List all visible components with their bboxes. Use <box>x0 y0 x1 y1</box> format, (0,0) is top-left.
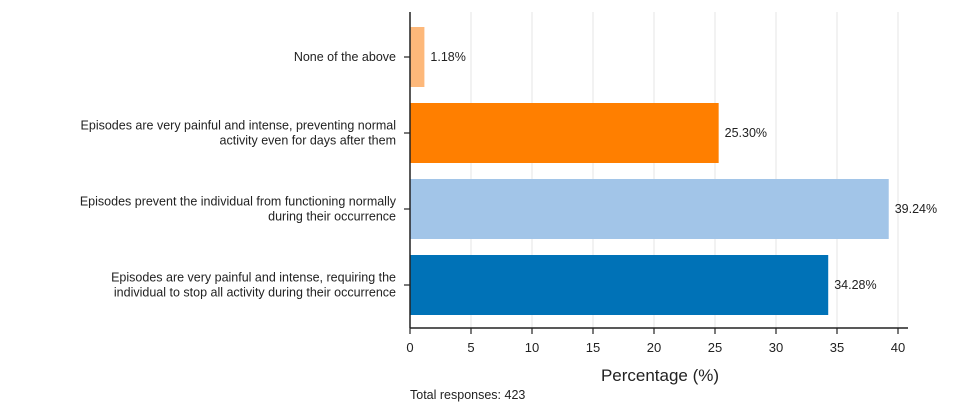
x-tick-label-35: 35 <box>830 340 844 355</box>
bar-2 <box>410 103 719 163</box>
x-tick-label-0: 0 <box>406 340 413 355</box>
x-axis-title: Percentage (%) <box>601 366 719 385</box>
x-tick-label-25: 25 <box>708 340 722 355</box>
x-tick-label-20: 20 <box>647 340 661 355</box>
category-labels: 34.28% Episodes are very painful and inte… <box>80 50 937 300</box>
grid-lines <box>470 12 899 328</box>
value-label-1: 39.24% <box>895 202 937 216</box>
bars <box>410 27 889 315</box>
category-label-1-line-0: Episodes prevent the individual from fun… <box>80 195 397 209</box>
value-label-2: 25.30% <box>725 126 767 140</box>
x-tick-label-15: 15 <box>586 340 600 355</box>
value-label-3: 1.18% <box>430 50 465 64</box>
value-label-0: 34.28% <box>834 278 876 292</box>
category-label-0-line-0: Episodes are very painful and intense, r… <box>111 271 396 285</box>
category-label-0-line-1: individual to stop all activity during t… <box>114 286 396 300</box>
total-responses-note: Total responses: 423 <box>410 388 525 402</box>
bar-1 <box>410 179 889 239</box>
category-label-2-line-0: Episodes are very painful and intense, p… <box>81 119 396 133</box>
category-label-2-line-1: activity even for days after them <box>220 134 396 148</box>
x-tick-label-5: 5 <box>467 340 474 355</box>
x-tick-label-10: 10 <box>525 340 539 355</box>
bar-0 <box>410 255 829 315</box>
category-label-3-line-0: None of the above <box>294 50 396 64</box>
category-label-1-line-1: during their occurrence <box>268 210 396 224</box>
axes: 0 5 10 15 20 25 30 35 40 <box>404 12 908 355</box>
x-tick-label-40: 40 <box>891 340 905 355</box>
x-tick-label-30: 30 <box>769 340 783 355</box>
bar-3 <box>410 27 425 87</box>
